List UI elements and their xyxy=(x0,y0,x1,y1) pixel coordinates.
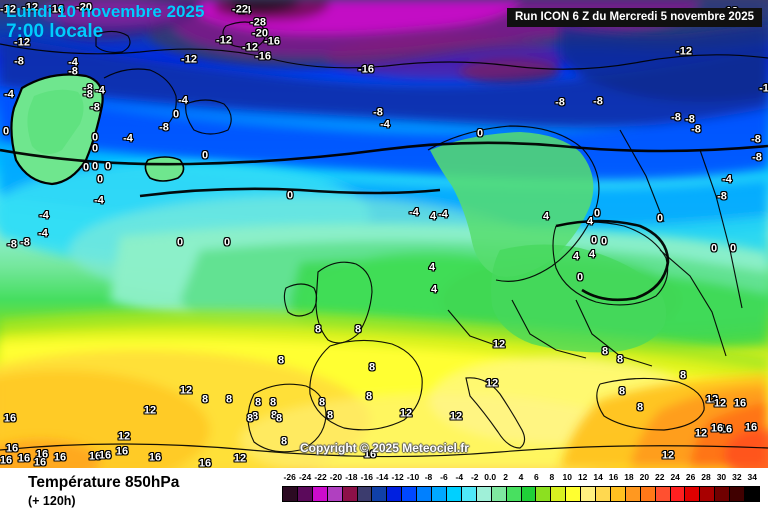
color-scale-tick: -12 xyxy=(391,472,404,482)
color-scale-tick: 6 xyxy=(534,472,539,482)
color-scale-tick: 8 xyxy=(549,472,555,482)
color-scale-ticks: -26 -24 -22 -20 -18 -16 -14 -12 -10 -8 -6 -4 -2 0.0 2 4… xyxy=(282,472,760,485)
color-swatch-4 xyxy=(342,487,358,501)
forecast-date: Lundi 10 novembre 2025 xyxy=(6,2,205,21)
southeast-warm-zone xyxy=(0,374,768,468)
color-swatch-9 xyxy=(417,487,433,501)
color-scale-tick: -24 xyxy=(298,472,312,482)
temperature-map[interactable]: -12 -12 -16 -20 -24 -22 -28 -20 -12 -16 -12 -16 -12-… xyxy=(0,0,768,468)
color-swatch-23 xyxy=(625,487,641,501)
parameter-title: Température 850hPa xyxy=(28,474,180,491)
color-scale-tick: -16 xyxy=(360,472,373,482)
isotherm-lines xyxy=(0,141,768,302)
color-scale-tick: 20 xyxy=(639,472,650,482)
color-swatch-16 xyxy=(521,487,537,501)
forecast-datetime: Lundi 10 novembre 2025 7:00 locale xyxy=(6,2,204,42)
color-scale-tick: 22 xyxy=(655,472,665,482)
color-swatch-5 xyxy=(357,487,373,501)
color-swatch-25 xyxy=(655,487,671,501)
color-scale-tick: 2 xyxy=(503,472,508,482)
color-scale-tick: 18 xyxy=(624,472,634,482)
color-scale-tick: 26 xyxy=(685,472,696,482)
forecast-time: 7:00 locale xyxy=(6,21,104,42)
iceland-landmass xyxy=(144,156,185,182)
color-swatch-14 xyxy=(491,487,507,501)
color-swatch-24 xyxy=(640,487,656,501)
color-scale-tick: -4 xyxy=(455,472,464,482)
color-swatch-30 xyxy=(730,487,746,501)
color-scale-tick: 28 xyxy=(701,472,711,482)
color-swatch-26 xyxy=(670,487,686,501)
europe-landmass xyxy=(430,132,667,353)
color-scale-tick: 14 xyxy=(593,472,603,482)
color-scale-tick: 30 xyxy=(716,472,727,482)
color-scale-tick: -26 xyxy=(283,472,296,482)
color-scale-tick: 4 xyxy=(518,472,524,482)
color-swatch-17 xyxy=(536,487,552,501)
color-scale-tick: 10 xyxy=(562,472,572,482)
color-scale-tick: -10 xyxy=(406,472,420,482)
forecast-range: (+ 120h) xyxy=(28,494,76,508)
color-scale-tick: -14 xyxy=(376,472,389,482)
footer-bar: Température 850hPa (+ 120h) -26 -24 -22 -20… xyxy=(0,468,768,512)
color-swatch-7 xyxy=(387,487,403,501)
model-run-label: Run ICON 6 Z du Mercredi 5 novembre 2025 xyxy=(506,8,762,27)
color-scale-bar xyxy=(282,486,760,502)
color-scale-tick: 24 xyxy=(670,472,680,482)
color-scale-tick: -6 xyxy=(440,472,448,482)
color-scale-tick: 34 xyxy=(747,472,758,482)
color-swatch-29 xyxy=(715,487,731,501)
color-scale-tick: -2 xyxy=(470,472,479,482)
color-scale-tick: 32 xyxy=(732,472,742,482)
color-swatch-18 xyxy=(551,487,567,501)
color-swatch-19 xyxy=(566,487,582,501)
color-swatch-2 xyxy=(312,487,328,501)
color-swatch-13 xyxy=(476,487,492,501)
color-scale-tick: -22 xyxy=(314,472,327,482)
color-swatch-28 xyxy=(700,487,716,501)
color-swatch-10 xyxy=(432,487,447,501)
color-swatch-12 xyxy=(461,487,477,501)
color-scale-tick: -20 xyxy=(329,472,343,482)
color-scale-tick: 0.0 xyxy=(484,472,497,482)
color-scale-tick: -18 xyxy=(345,472,358,482)
coastlines xyxy=(0,21,768,458)
color-swatch-27 xyxy=(685,487,701,501)
copyright-notice: Copyright © 2025 Meteociel.fr xyxy=(300,441,469,455)
color-scale-tick: -8 xyxy=(424,472,433,482)
temperature-field-svg xyxy=(0,0,768,468)
color-swatch-15 xyxy=(506,487,522,501)
color-scale-legend: -26 -24 -22 -20 -18 -16 -14 -12 -10 -8 -6 -4 -2 0.0 2 4… xyxy=(282,472,760,508)
color-scale-tick: 12 xyxy=(577,472,588,482)
color-swatch-0 xyxy=(283,487,298,501)
color-swatch-8 xyxy=(402,487,418,501)
color-swatch-1 xyxy=(297,487,313,501)
color-swatch-31 xyxy=(745,487,759,501)
color-scale-tick: 16 xyxy=(608,472,619,482)
color-swatch-6 xyxy=(372,487,388,501)
color-swatch-11 xyxy=(446,487,462,501)
color-swatch-3 xyxy=(327,487,343,501)
color-swatch-20 xyxy=(581,487,597,501)
color-swatch-21 xyxy=(596,487,611,501)
color-swatch-22 xyxy=(610,487,626,501)
